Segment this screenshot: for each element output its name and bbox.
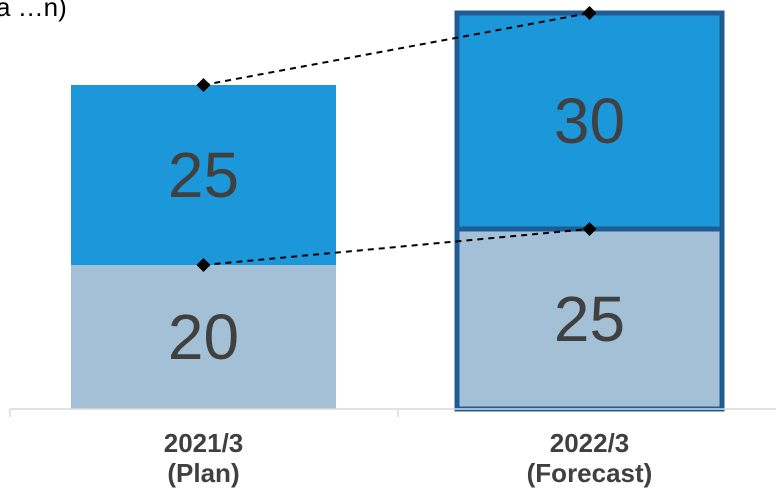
category-labels-layer: 2021/3(Plan) 2022/3(Forecast) — [164, 428, 653, 488]
category-label-0-0: 2021/3 — [164, 428, 244, 458]
segment-value-label-1-0: 25 — [554, 283, 625, 355]
category-label-1-1: (Forecast) — [527, 458, 653, 488]
bar-segment-1-1 — [458, 14, 721, 228]
bar-segment-0-1 — [71, 85, 336, 265]
unit-label-fragment: a …n) — [0, 0, 67, 22]
segment-value-label-0-0: 20 — [168, 301, 239, 373]
segment-value-label-0-1: 25 — [168, 139, 239, 211]
segment-labels-layer: 20 25 25 30 — [168, 85, 625, 373]
connector-line-0 — [203, 228, 590, 266]
bar-segment-1-0 — [458, 230, 721, 408]
segment-value-label-1-1: 30 — [554, 85, 625, 157]
diamond-marker-0-1 — [582, 222, 597, 236]
diamond-marker-0-0 — [196, 258, 211, 272]
bar-segment-0-0 — [71, 265, 336, 409]
diamond-marker-1-0 — [196, 78, 211, 92]
connectors-layer — [196, 6, 597, 272]
category-label-1-0: 2022/3 — [550, 428, 630, 458]
category-label-0-1: (Plan) — [167, 458, 239, 488]
diamond-marker-1-1 — [582, 6, 597, 20]
